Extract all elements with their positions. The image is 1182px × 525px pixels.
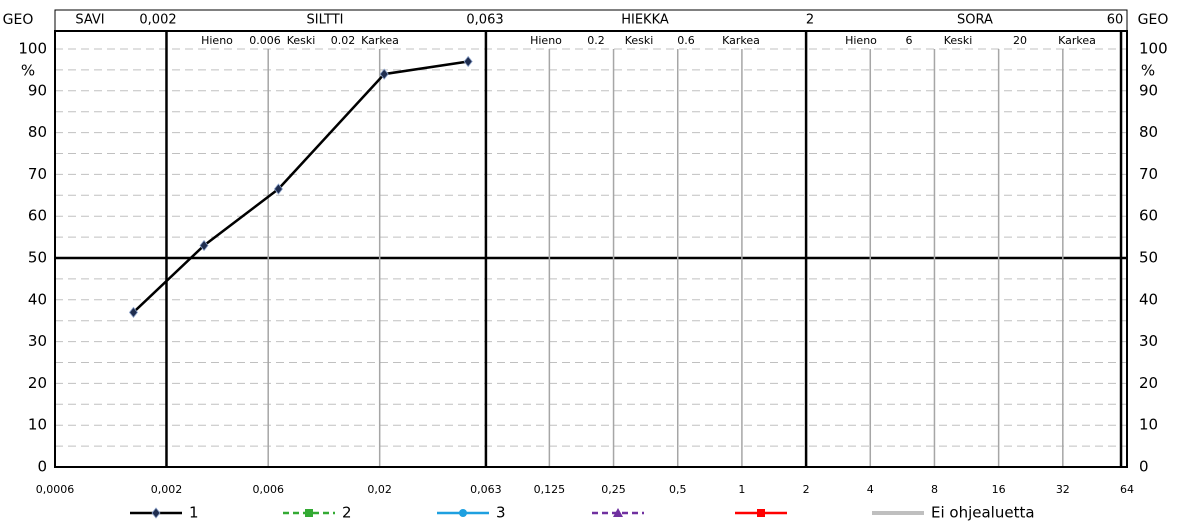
y-tick-label: 40 — [28, 290, 47, 308]
legend-marker — [459, 509, 467, 517]
y-tick-label: 100 — [18, 40, 47, 58]
data-point — [273, 183, 283, 195]
x-tick-label: 0,5 — [669, 483, 687, 496]
header-sublabel: Hieno — [201, 34, 233, 47]
x-tick-label: 0,063 — [470, 483, 502, 496]
header-sublabel: 6 — [906, 34, 913, 47]
y-tick-label: 60 — [28, 207, 47, 225]
header-sublabel: Keski — [287, 34, 316, 47]
legend-label: 1 — [189, 504, 199, 522]
y-axis-label: % — [21, 62, 35, 80]
header-label: HIEKKA — [621, 13, 669, 28]
x-tick-label: 8 — [931, 483, 938, 496]
header-label: 60 — [1107, 13, 1124, 28]
y-tick-label: 70 — [28, 165, 47, 183]
header-right-label: GEO — [1138, 12, 1169, 28]
legend-label: 3 — [496, 504, 506, 522]
legend-label: 2 — [342, 504, 352, 522]
legend-label: Ei ohjealuetta — [931, 504, 1035, 522]
y2-tick-label: 0 — [1139, 458, 1149, 476]
header-left-label: GEO — [3, 12, 34, 28]
y2-tick-label: 80 — [1139, 123, 1158, 141]
header-label: SILTTI — [306, 13, 343, 28]
header-sublabel: 0.006 — [249, 34, 281, 47]
x-tick-label: 0,006 — [252, 483, 284, 496]
y-tick-label: 0 — [37, 458, 47, 476]
legend-marker — [613, 508, 623, 517]
x-tick-label: 0,125 — [534, 483, 566, 496]
data-point — [199, 239, 209, 252]
y-tick-label: 10 — [28, 416, 47, 434]
header-sublabel: Karkea — [722, 34, 760, 47]
header-sublabel: 0.2 — [587, 34, 605, 47]
data-point — [379, 68, 389, 80]
header-sublabel: 0.6 — [677, 34, 695, 47]
x-tick-label: 32 — [1056, 483, 1070, 496]
y-tick-label: 80 — [28, 123, 47, 141]
plot-frame — [54, 30, 1128, 468]
y2-tick-label: 60 — [1139, 207, 1158, 225]
header-label: SORA — [957, 13, 993, 28]
y-tick-label: 30 — [28, 332, 47, 350]
header-sublabel: Karkea — [361, 34, 399, 47]
header-label: 0,002 — [139, 13, 176, 28]
y2-tick-label: 90 — [1139, 81, 1158, 99]
y-tick-label: 20 — [28, 374, 47, 392]
header-sublabel: Keski — [625, 34, 654, 47]
legend-marker — [305, 509, 313, 517]
data-point — [128, 306, 138, 318]
data-point — [463, 55, 473, 68]
header-label: SAVI — [75, 13, 104, 28]
x-tick-label: 16 — [992, 483, 1006, 496]
y2-axis-label: % — [1141, 62, 1155, 80]
legend-marker — [151, 507, 161, 519]
y2-tick-label: 100 — [1139, 40, 1168, 58]
header-sublabel: 20 — [1013, 34, 1027, 47]
header-sublabel: Keski — [944, 34, 973, 47]
x-tick-label: 64 — [1120, 483, 1134, 496]
y-tick-label: 90 — [28, 81, 47, 99]
y2-tick-label: 50 — [1139, 249, 1158, 267]
header-label: 0,063 — [466, 13, 503, 28]
x-tick-label: 0,0006 — [36, 483, 75, 496]
legend-marker — [757, 509, 765, 517]
x-tick-label: 2 — [803, 483, 810, 496]
y2-tick-label: 40 — [1139, 290, 1158, 308]
x-tick-label: 4 — [867, 483, 874, 496]
header-sublabel: Karkea — [1058, 34, 1096, 47]
y2-tick-label: 20 — [1139, 374, 1158, 392]
x-tick-label: 0,002 — [151, 483, 183, 496]
x-tick-label: 0,25 — [601, 483, 626, 496]
header-sublabel: Hieno — [530, 34, 562, 47]
x-tick-label: 1 — [738, 483, 745, 496]
header-sublabel: Hieno — [845, 34, 877, 47]
header-sublabel: 0.02 — [331, 34, 356, 47]
x-tick-label: 0,02 — [367, 483, 392, 496]
y-tick-label: 50 — [28, 249, 47, 267]
y2-tick-label: 30 — [1139, 332, 1158, 350]
header-label: 2 — [806, 13, 814, 28]
y2-tick-label: 70 — [1139, 165, 1158, 183]
y2-tick-label: 10 — [1139, 416, 1158, 434]
